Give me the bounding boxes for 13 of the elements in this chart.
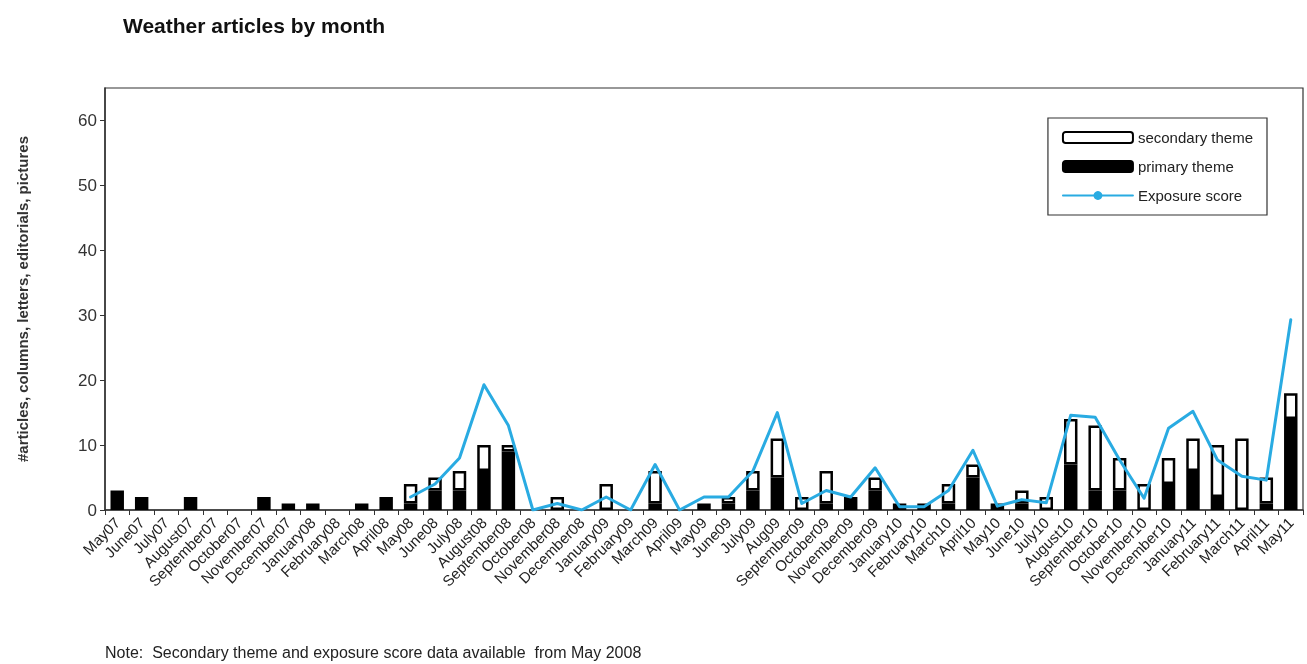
y-tick-label: 30 <box>78 305 97 325</box>
y-tick-label: 20 <box>78 370 97 390</box>
y-axis-title: #articles, columns, letters, editorials, pictures <box>14 136 31 462</box>
legend-label: Exposure score <box>1137 187 1243 204</box>
chart-title: Weather articles by month <box>123 14 386 37</box>
y-tick-label: 40 <box>78 240 97 260</box>
text: Note: Secondary theme and exposure score data available from May 2008 <box>105 643 642 661</box>
legend-label: secondary theme <box>1137 129 1254 146</box>
y-tick-label: 60 <box>78 110 97 130</box>
y-tick-label: 10 <box>78 435 97 455</box>
legend-label: primary theme <box>1137 158 1234 175</box>
y-tick-label: 50 <box>78 175 97 195</box>
y-tick-label: 0 <box>87 500 97 520</box>
